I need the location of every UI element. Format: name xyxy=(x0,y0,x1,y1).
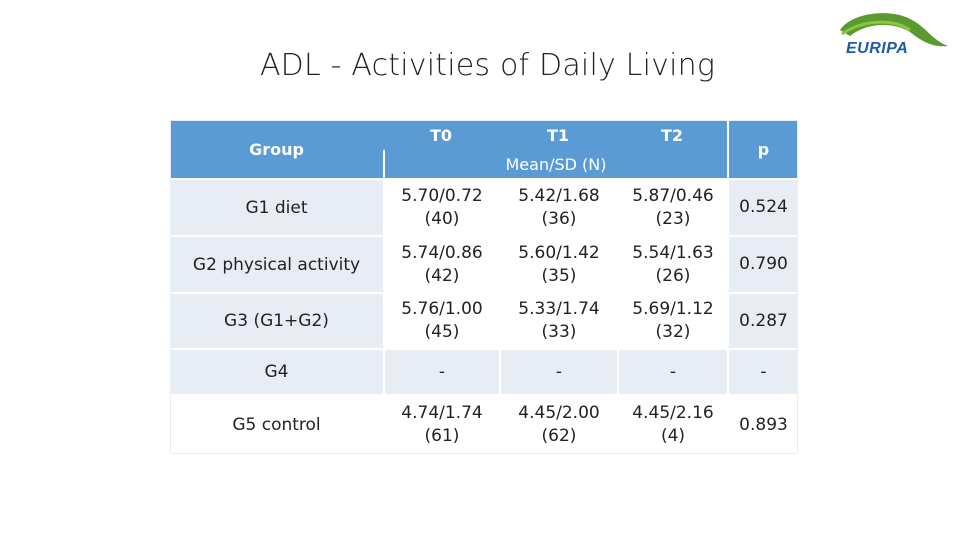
header-mean-sd: Mean/SD (N) xyxy=(385,150,727,178)
header-t0: T0 xyxy=(383,120,499,150)
row-g2-t1: 5.60/1.42 (35) xyxy=(501,237,617,292)
row-g1-group: G1 diet xyxy=(170,180,383,235)
row-g3-t0: 5.76/1.00 (45) xyxy=(385,294,499,348)
row-g4-group: G4 xyxy=(170,350,383,394)
row-g3-group: G3 (G1+G2) xyxy=(170,294,383,348)
row-g5-t2: 4.45/2.16 (4) xyxy=(619,396,727,454)
logo-text: EURIPA xyxy=(846,40,909,57)
row-g3-p: 0.287 xyxy=(729,294,798,348)
header-p: p xyxy=(729,120,798,178)
header-t2: T2 xyxy=(617,120,727,150)
row-g2-t0: 5.74/0.86 (42) xyxy=(385,237,499,292)
header-t1: T1 xyxy=(499,120,617,150)
row-g2-t2: 5.54/1.63 (26) xyxy=(619,237,727,292)
row-g1-t1: 5.42/1.68 (36) xyxy=(501,180,617,235)
row-g4-p: - xyxy=(729,350,798,394)
row-g1-t0: 5.70/0.72 (40) xyxy=(385,180,499,235)
row-g4-t2: - xyxy=(619,350,727,394)
row-g1-p: 0.524 xyxy=(729,180,798,235)
header-group: Group xyxy=(170,120,383,178)
row-g5-t0: 4.74/1.74 (61) xyxy=(385,396,499,454)
row-g2-group: G2 physical activity xyxy=(170,237,383,292)
page-title: ADL - Activities of Daily Living xyxy=(259,48,716,83)
row-g5-group: G5 control xyxy=(170,396,383,454)
row-g3-t1: 5.33/1.74 (33) xyxy=(501,294,617,348)
row-g4-t1: - xyxy=(501,350,617,394)
leaf-logo-icon xyxy=(840,13,948,47)
row-g4-t0: - xyxy=(385,350,499,394)
row-g2-p: 0.790 xyxy=(729,237,798,292)
row-g5-t1: 4.45/2.00 (62) xyxy=(501,396,617,454)
row-g5-p: 0.893 xyxy=(729,396,798,454)
row-g3-t2: 5.69/1.12 (32) xyxy=(619,294,727,348)
row-g1-t2: 5.87/0.46 (23) xyxy=(619,180,727,235)
